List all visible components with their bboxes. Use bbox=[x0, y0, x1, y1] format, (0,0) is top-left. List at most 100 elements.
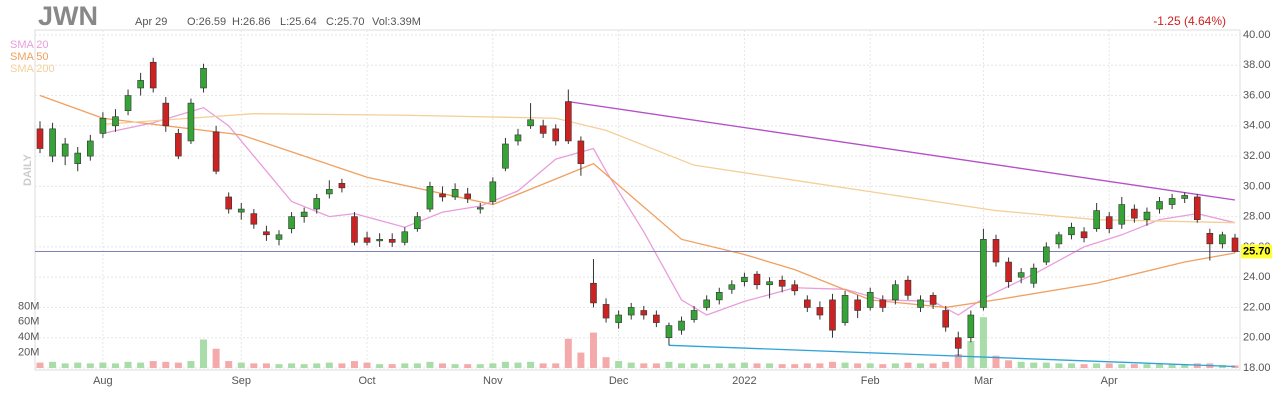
change: -1.25 (4.64%) bbox=[1153, 14, 1226, 28]
trend-line bbox=[568, 100, 1236, 201]
volume-bar bbox=[929, 363, 937, 368]
x-tick-label: Dec bbox=[609, 375, 629, 387]
volume-bar bbox=[464, 364, 472, 368]
legend-entry: SMA 50 bbox=[10, 51, 49, 63]
volume-bar bbox=[288, 363, 296, 368]
volume-bar bbox=[1143, 364, 1151, 368]
candle-body bbox=[74, 152, 82, 164]
volume-bar bbox=[552, 363, 560, 368]
volume-bar bbox=[489, 363, 497, 368]
volume-bar bbox=[1030, 362, 1038, 368]
volume-bar bbox=[967, 341, 975, 368]
volume-bar bbox=[174, 362, 182, 368]
volume-bar bbox=[866, 363, 874, 368]
x-tick-label: Sep bbox=[231, 375, 251, 387]
volume-bar bbox=[728, 363, 736, 368]
candle-body bbox=[741, 276, 748, 283]
candle-body bbox=[464, 193, 471, 199]
candle-body bbox=[904, 279, 912, 296]
y-tick-label: 38.00 bbox=[1243, 59, 1271, 71]
volume-bar bbox=[828, 361, 836, 368]
volume-bar bbox=[904, 362, 912, 368]
volume-bar bbox=[879, 364, 887, 368]
candle-body bbox=[439, 193, 446, 198]
candle-body bbox=[627, 307, 635, 316]
candle-body bbox=[1143, 211, 1151, 220]
candle-body bbox=[175, 133, 182, 157]
volume-bar bbox=[1067, 363, 1075, 368]
volume-bar bbox=[1055, 363, 1063, 368]
candle-body bbox=[1093, 210, 1100, 230]
volume-bar bbox=[1168, 364, 1176, 368]
candle-body bbox=[690, 310, 698, 320]
candle-body bbox=[766, 281, 773, 286]
candle-body bbox=[124, 95, 132, 111]
y-tick-label: 32.00 bbox=[1243, 150, 1271, 162]
volume-bar bbox=[74, 362, 82, 368]
ticker: JWN bbox=[38, 1, 98, 31]
volume-bar bbox=[212, 348, 220, 368]
volume-bar bbox=[1118, 364, 1126, 368]
volume-bar bbox=[124, 361, 132, 368]
y-tick-label: 28.00 bbox=[1243, 211, 1271, 223]
volume-bar bbox=[250, 363, 258, 368]
candle-body bbox=[149, 61, 157, 89]
y-tick-label: 18.00 bbox=[1243, 362, 1271, 374]
candle-body bbox=[1131, 208, 1138, 219]
y-tick-label: 34.00 bbox=[1243, 120, 1271, 132]
candle-body bbox=[300, 211, 308, 217]
candle-body bbox=[376, 239, 383, 242]
x-tick-label: Nov bbox=[483, 375, 503, 387]
candle-body bbox=[678, 320, 685, 331]
candle-body bbox=[1168, 198, 1176, 205]
candle-body bbox=[980, 239, 987, 308]
candle-body bbox=[36, 128, 44, 149]
plot-frame bbox=[34, 29, 1241, 371]
candle-body bbox=[326, 189, 333, 195]
volume-bar bbox=[149, 361, 157, 368]
volume-bar bbox=[413, 363, 421, 368]
legend-entry: SMA 200 bbox=[10, 63, 55, 75]
volume-bar bbox=[1231, 365, 1239, 368]
candle-body bbox=[992, 239, 1000, 263]
candle-body bbox=[275, 234, 283, 240]
candle-body bbox=[338, 183, 346, 189]
candle-body bbox=[879, 299, 887, 308]
candle-body bbox=[288, 216, 295, 230]
trend-line bbox=[668, 344, 1236, 368]
volume-bar bbox=[791, 364, 799, 368]
candle-body bbox=[778, 279, 786, 287]
x-tick-label: Aug bbox=[93, 375, 113, 387]
volume-bar bbox=[816, 363, 824, 368]
volume-bar bbox=[300, 364, 308, 368]
y-tick-label: 30.00 bbox=[1243, 180, 1271, 192]
volume-bar bbox=[954, 354, 962, 368]
candle-body bbox=[1156, 201, 1163, 210]
candle-body bbox=[1005, 261, 1012, 283]
candle-body bbox=[602, 304, 610, 319]
volume-bar bbox=[1156, 364, 1164, 368]
volume-bar bbox=[514, 362, 522, 368]
volume-bar bbox=[200, 339, 208, 368]
candle-body bbox=[1055, 234, 1063, 245]
candle-body bbox=[187, 102, 195, 142]
candle-body bbox=[816, 307, 824, 316]
candle-body bbox=[1017, 272, 1025, 278]
volume-bar bbox=[1080, 364, 1088, 368]
high: H:26.86 bbox=[232, 16, 271, 28]
volume-bar bbox=[275, 364, 283, 368]
candle-body bbox=[841, 295, 849, 323]
volume-bar bbox=[1093, 363, 1101, 368]
sma-line bbox=[39, 94, 1236, 309]
volume-tick-label: 20M bbox=[18, 347, 39, 359]
volume-bar bbox=[36, 362, 44, 368]
x-tick-label: Oct bbox=[358, 375, 375, 387]
y-tick-label: 24.00 bbox=[1243, 271, 1271, 283]
candle-body bbox=[502, 143, 509, 169]
legend-entry: SMA 20 bbox=[10, 39, 49, 51]
volume-bar bbox=[187, 361, 195, 368]
candle-body bbox=[137, 80, 144, 89]
volume-bar bbox=[766, 363, 774, 368]
volume-bar bbox=[325, 362, 333, 368]
volume-bar bbox=[363, 362, 371, 368]
